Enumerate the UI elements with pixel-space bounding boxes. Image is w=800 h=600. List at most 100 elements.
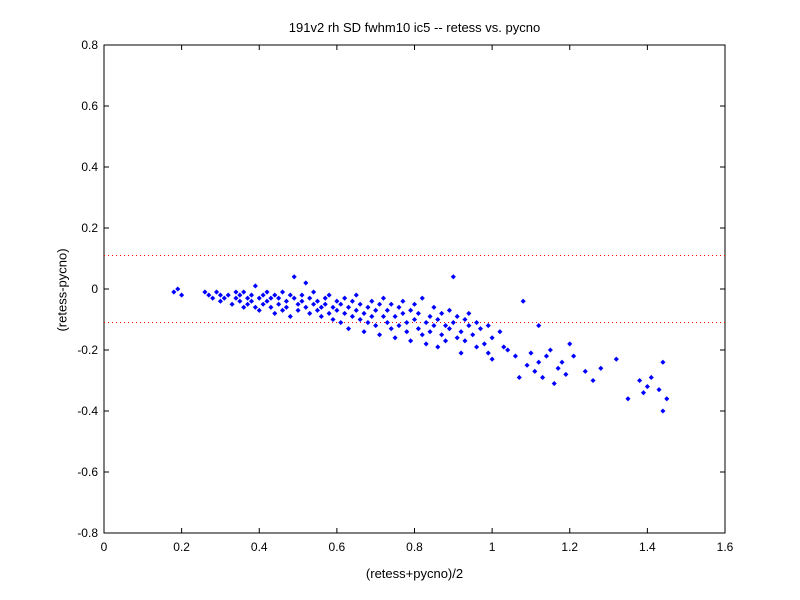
data-point (206, 292, 212, 298)
data-point (443, 323, 449, 329)
data-point (439, 310, 445, 316)
data-point (489, 356, 495, 362)
data-point (334, 298, 340, 304)
data-point (279, 289, 286, 295)
data-point (450, 320, 456, 326)
data-point (338, 301, 344, 307)
y-axis-label: (retess-pycno) (54, 248, 70, 332)
data-point (660, 408, 666, 414)
data-point (264, 298, 270, 304)
chart-title: 191v2 rh SD fwhm10 ic5 -- retess vs. pyc… (288, 20, 541, 35)
y-tick-label: 0.6 (81, 99, 98, 113)
x-tick-label: 0.8 (406, 540, 423, 554)
data-point (295, 301, 301, 307)
data-point (342, 310, 348, 316)
data-point (365, 320, 371, 326)
data-point (330, 316, 336, 323)
data-point (547, 347, 553, 353)
data-point (256, 307, 262, 313)
data-point (225, 292, 231, 298)
y-tick-label: -0.8 (77, 526, 98, 540)
data-point (388, 301, 394, 307)
data-point (415, 310, 421, 316)
data-point (303, 304, 309, 310)
data-point (202, 289, 208, 295)
x-tick-label: 1.4 (639, 540, 656, 554)
data-point (637, 377, 643, 384)
data-point (446, 326, 452, 332)
data-point (241, 304, 247, 310)
data-point (536, 359, 542, 365)
data-point (342, 295, 348, 301)
data-point (175, 286, 181, 292)
data-point (373, 323, 379, 329)
data-point (454, 335, 460, 341)
data-point (431, 304, 437, 310)
data-point (477, 326, 484, 332)
data-point (377, 332, 383, 338)
data-point (272, 310, 278, 316)
data-point (307, 295, 313, 301)
data-point (404, 320, 410, 326)
data-point (536, 323, 542, 329)
data-point (396, 323, 402, 329)
data-point (369, 298, 375, 304)
data-point (241, 289, 247, 295)
data-point (582, 368, 588, 374)
data-point (171, 289, 177, 295)
data-point (318, 304, 324, 310)
y-tick-label: 0.2 (81, 221, 98, 235)
data-point (221, 295, 227, 301)
data-point (291, 274, 297, 280)
data-point (260, 292, 266, 298)
x-tick-label: 0.4 (251, 540, 268, 554)
data-point (380, 313, 386, 319)
data-point (276, 295, 282, 301)
data-point (431, 323, 437, 329)
data-point (613, 356, 619, 362)
plot-area-frame (103, 44, 726, 534)
data-point (458, 329, 464, 335)
data-point (501, 344, 507, 350)
data-point (423, 341, 429, 347)
data-point (245, 301, 251, 307)
data-point (365, 304, 371, 310)
data-point (268, 295, 274, 301)
data-point (264, 289, 270, 295)
data-point (349, 313, 355, 319)
data-point (571, 353, 577, 359)
data-point (338, 320, 344, 326)
data-point (295, 307, 301, 313)
y-tick-label: -0.4 (77, 404, 98, 418)
data-point (419, 332, 425, 338)
data-point (485, 323, 491, 329)
data-point (291, 295, 297, 301)
data-point (283, 298, 289, 304)
data-point (404, 329, 410, 335)
data-point (466, 323, 472, 329)
data-point (590, 377, 596, 384)
data-point (543, 353, 550, 359)
data-point (644, 384, 650, 390)
data-point (229, 301, 235, 307)
data-point (474, 320, 480, 326)
data-point (214, 289, 220, 295)
data-point (217, 298, 223, 304)
data-point (248, 298, 255, 304)
x-tick-label: 1.6 (717, 540, 734, 554)
data-point (237, 298, 243, 304)
data-point (299, 298, 305, 304)
data-point (625, 396, 631, 402)
data-point (345, 326, 352, 332)
data-point (656, 387, 662, 393)
data-point (217, 292, 223, 298)
data-point (567, 341, 573, 347)
data-point (314, 298, 321, 304)
data-point (505, 347, 511, 353)
data-point (357, 316, 363, 323)
data-point (252, 283, 258, 289)
data-point (388, 326, 394, 332)
data-point (427, 313, 433, 319)
data-point (252, 304, 258, 310)
